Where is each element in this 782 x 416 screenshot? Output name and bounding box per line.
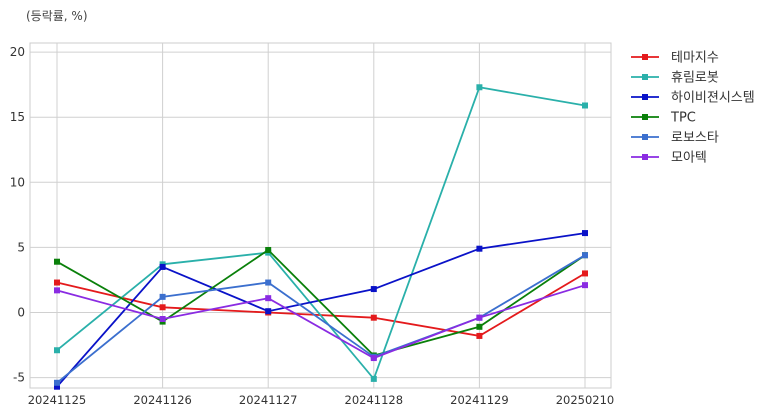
legend-item[interactable]: 휴림로봇 [631,71,719,86]
y-tick-label: 15 [10,110,25,124]
series-line [56,86,586,381]
data-point [159,304,166,311]
axis-tick-labels: -5 0 5 10 15 20 20241125 20241126 20241127 202411… [10,45,615,407]
unit-label: (등락률, %) [26,9,88,23]
legend-item[interactable]: TPC [631,111,696,126]
legend-item[interactable]: 하이비젼시스템 [631,91,755,106]
legend-swatch-marker [642,74,648,80]
data-point [54,279,60,286]
data-point [159,316,166,322]
legend-swatch-marker [642,54,648,60]
series-2 [54,230,588,390]
data-point [159,263,166,270]
data-point [476,314,483,321]
legend-swatch-marker [642,134,648,140]
legend-label: 로보스타 [671,131,719,146]
data-point [582,102,588,109]
legend-item[interactable]: 테마지수 [631,51,719,66]
data-point [476,332,483,339]
y-tick-label: -5 [13,371,25,385]
series-line [56,284,586,360]
legend-swatch-marker [642,114,648,120]
series-5 [54,282,588,362]
data-point [476,323,483,330]
legend-label: 휴림로봇 [671,71,719,86]
data-point [582,230,588,237]
legend-item[interactable]: 모아텍 [631,151,707,166]
data-point [582,270,588,277]
legend-label: 테마지수 [671,51,719,66]
data-point [265,247,272,253]
y-tick-label: 0 [17,305,25,319]
x-tick-label: 20241127 [239,393,298,407]
data-point [370,355,377,362]
data-point [54,287,60,294]
x-tick-label: 20241128 [345,393,404,407]
data-point [582,282,588,289]
gridlines [30,43,611,388]
y-tick-label: 20 [10,45,25,59]
series-line [56,232,586,388]
data-point [159,293,166,300]
legend-label: TPC [670,111,696,126]
x-tick-label: 20241125 [28,393,87,407]
data-point [476,84,483,91]
data-point [265,295,272,302]
data-point [476,245,483,252]
series-lines [54,84,588,390]
legend-label: 모아텍 [671,151,707,166]
y-tick-label: 10 [10,175,25,189]
plot-area [29,42,612,389]
series-line [56,254,586,384]
data-point [54,383,60,390]
legend-swatch-marker [642,94,648,100]
y-tick-label: 5 [17,240,25,254]
data-point [54,258,60,265]
legend-label: 하이비젼시스템 [671,91,755,106]
data-point [582,252,588,259]
legend-swatch-marker [642,154,648,160]
x-tick-label: 20241126 [133,393,192,407]
data-point [54,347,60,354]
x-tick-label: 20241129 [450,393,509,407]
data-point [54,379,60,386]
data-point [370,286,377,293]
data-point [370,375,377,382]
x-tick-label: 20250210 [556,393,615,407]
data-point [370,314,377,321]
legend-item[interactable]: 로보스타 [631,131,719,146]
data-point [265,279,272,286]
data-point [265,308,272,315]
